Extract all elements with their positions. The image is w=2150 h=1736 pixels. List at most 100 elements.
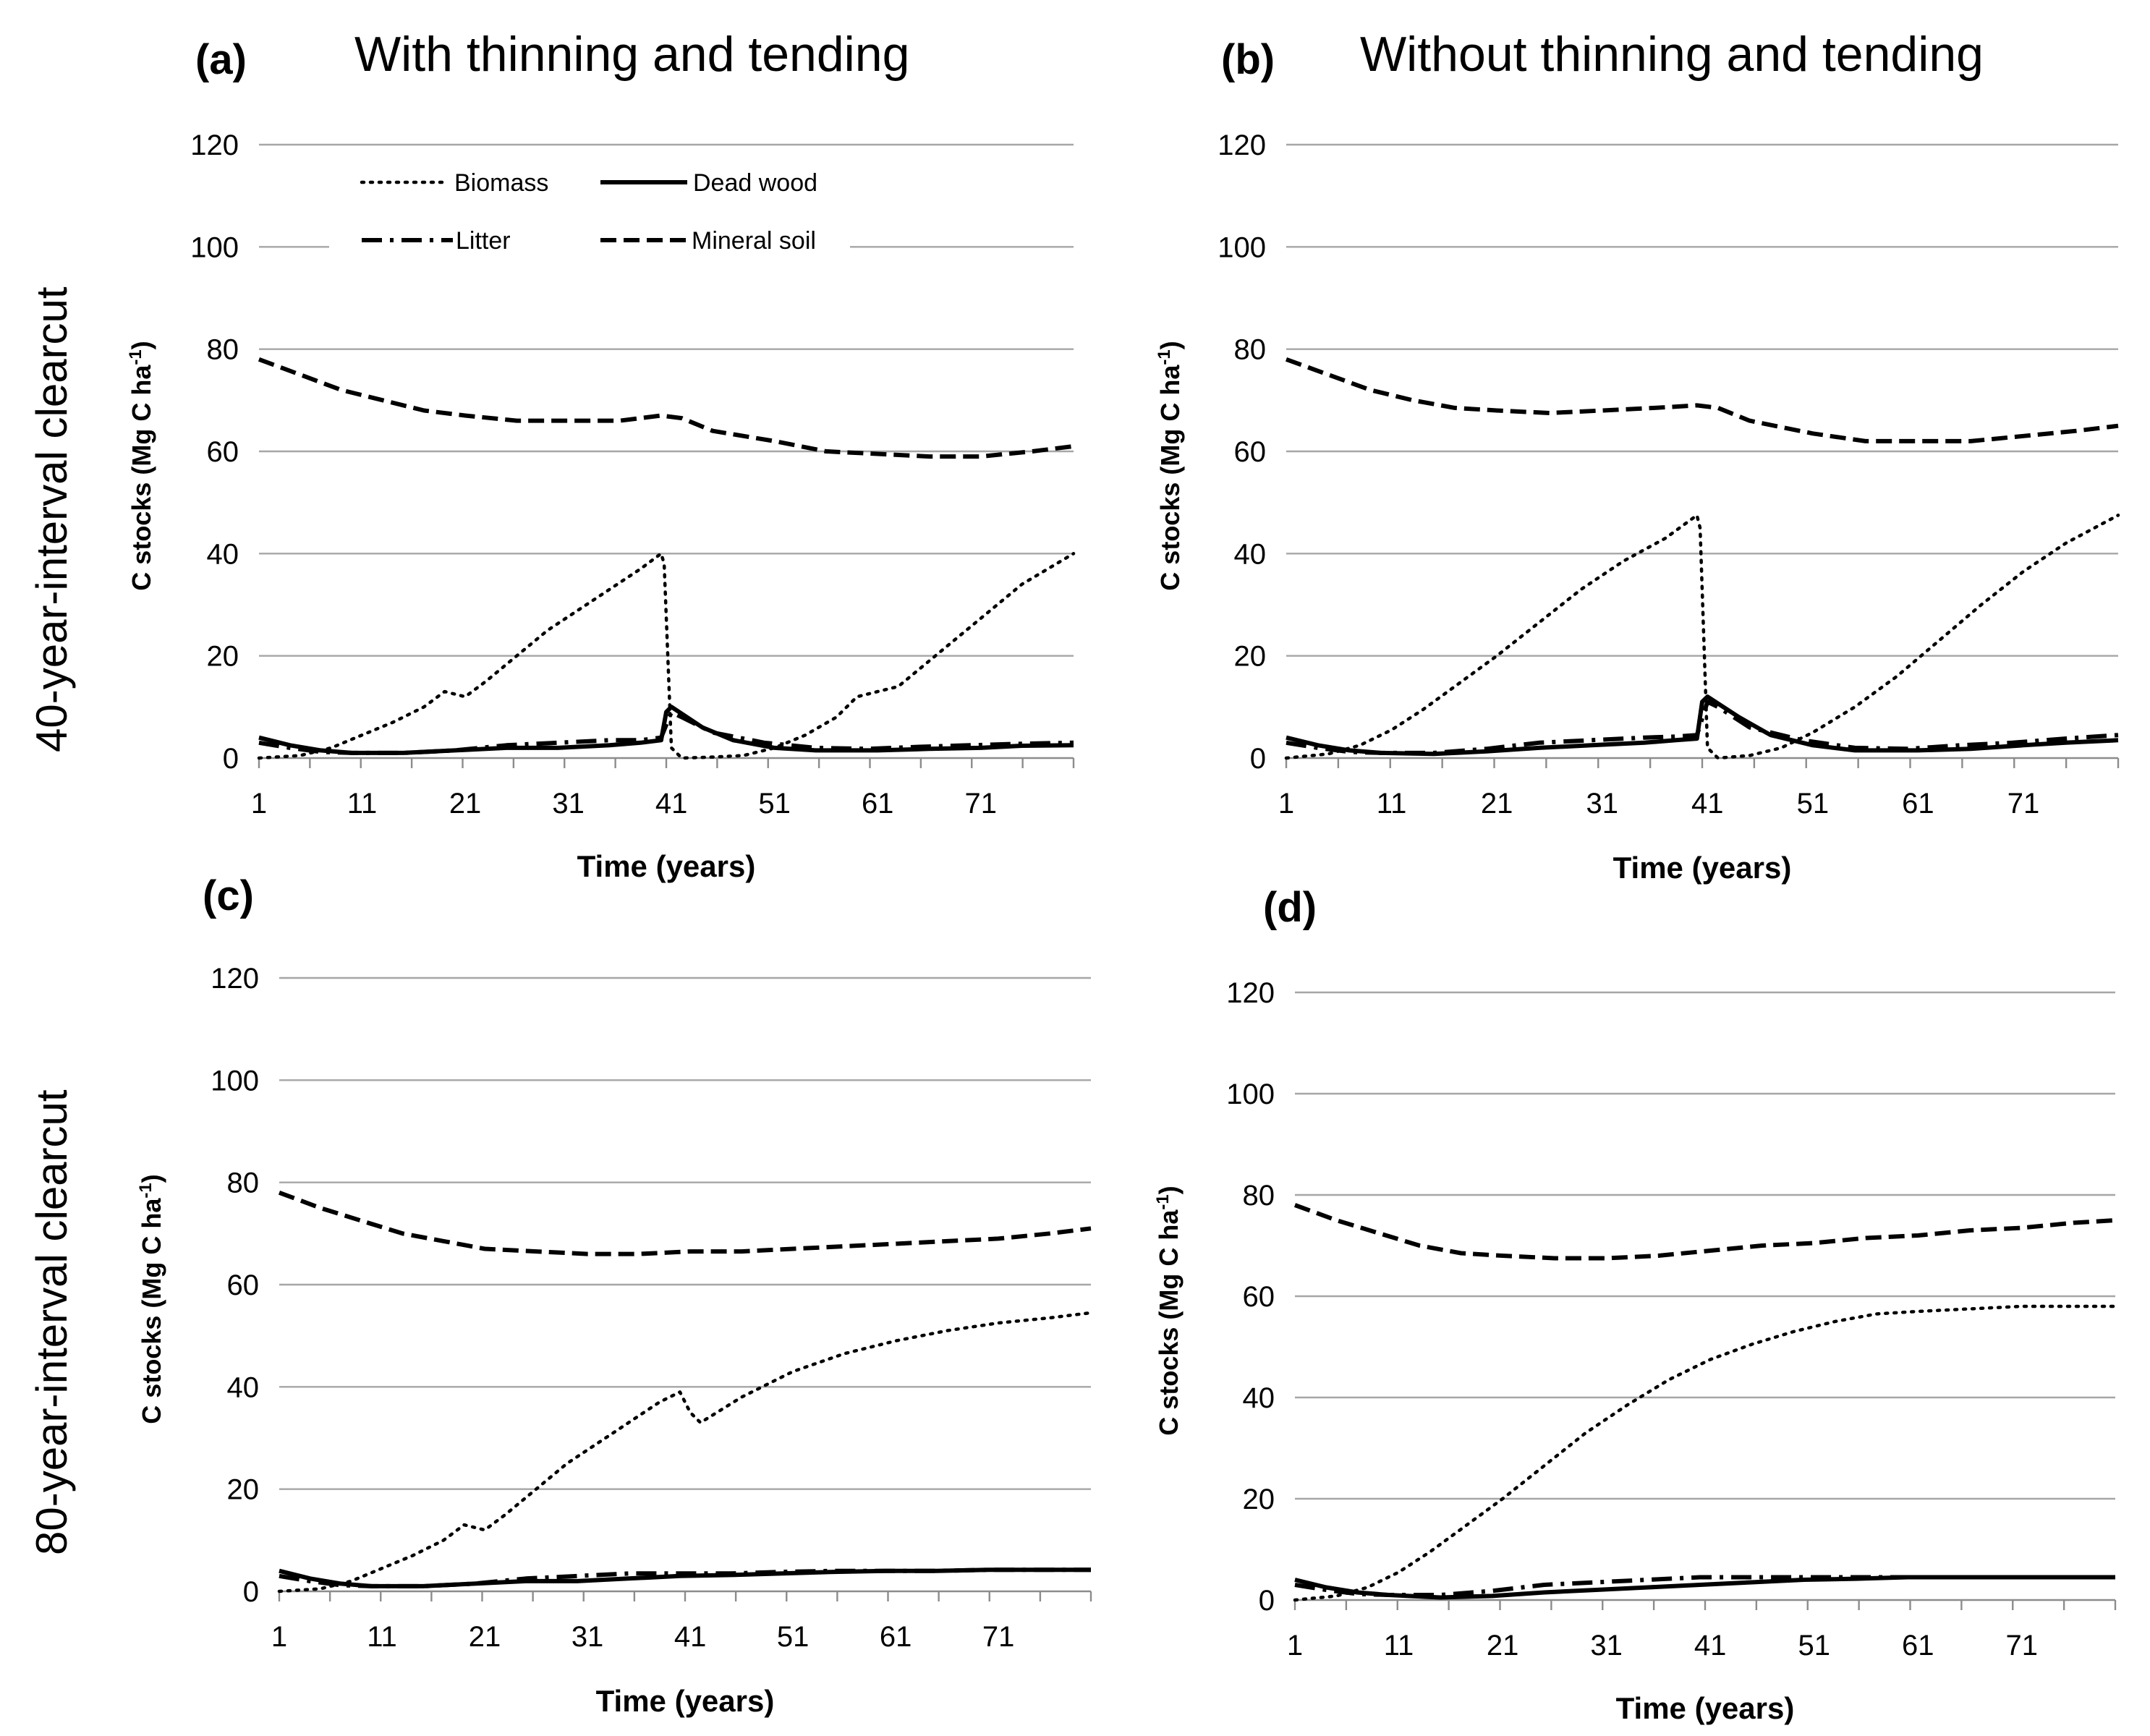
series-line-biomass xyxy=(1284,514,2120,760)
series-line-biomass xyxy=(277,1311,1093,1594)
series-line-biomass xyxy=(257,552,1076,760)
y-tick-label: 80 xyxy=(1243,1180,1275,1212)
y-tick-label: 60 xyxy=(227,1269,260,1301)
row-title-top: 40-year-interval clearcut xyxy=(27,286,76,752)
y-tick-label: 40 xyxy=(1234,538,1267,570)
series-line-litter xyxy=(258,710,1074,755)
y-tick-label: 100 xyxy=(190,231,239,263)
y-tick-label: 100 xyxy=(211,1065,259,1097)
x-tick-label: 21 xyxy=(449,788,482,820)
x-axis-title: Time (years) xyxy=(577,849,756,883)
x-tick-label: 41 xyxy=(674,1621,707,1653)
y-tick-label: 0 xyxy=(1259,1585,1275,1617)
series-line-dead-wood xyxy=(1286,694,2119,757)
series-line-litter xyxy=(279,1567,1091,1588)
y-tick-label: 100 xyxy=(1226,1078,1275,1110)
x-tick-label: 21 xyxy=(1487,1630,1519,1661)
y-tick-label: 120 xyxy=(1226,977,1275,1009)
y-tick-label: 40 xyxy=(207,538,239,570)
y-tick-label: 0 xyxy=(1250,743,1266,775)
x-tick-label: 51 xyxy=(758,788,791,820)
x-tick-label: 61 xyxy=(880,1621,912,1653)
x-tick-label: 51 xyxy=(1798,1630,1830,1661)
column-title-right: Without thinning and tending xyxy=(1360,27,1984,82)
x-tick-label: 31 xyxy=(572,1621,604,1653)
series-line-mineral-soil xyxy=(1293,1203,2116,1261)
y-axis-title: C stocks (Mg C ha-1) xyxy=(126,341,157,590)
y-axis-title: C stocks (Mg C ha-1) xyxy=(136,1174,167,1424)
x-axis-title: Time (years) xyxy=(1613,851,1792,885)
y-tick-label: 60 xyxy=(207,436,239,468)
x-axis-title: Time (years) xyxy=(1616,1691,1795,1725)
x-tick-label: 41 xyxy=(1694,1630,1727,1661)
y-tick-label: 40 xyxy=(1243,1382,1275,1414)
y-tick-label: 80 xyxy=(1234,334,1267,366)
panel-letter: (c) xyxy=(203,872,254,919)
y-tick-label: 80 xyxy=(207,334,239,366)
y-tick-label: 0 xyxy=(243,1576,259,1608)
panel-letter: (d) xyxy=(1263,884,1317,931)
y-tick-label: 120 xyxy=(1218,129,1266,161)
series-line-litter xyxy=(1294,1575,2115,1597)
legend-label-mineral-soil: Mineral soil xyxy=(692,227,816,255)
series-line-biomass xyxy=(1293,1304,2117,1602)
column-title-left: With thinning and tending xyxy=(354,27,909,82)
y-tick-label: 120 xyxy=(211,963,259,995)
x-tick-label: 51 xyxy=(777,1621,810,1653)
y-tick-label: 20 xyxy=(1243,1484,1275,1515)
panel-letter: (b) xyxy=(1221,36,1275,83)
legend-label-litter: Litter xyxy=(456,227,511,255)
x-tick-label: 31 xyxy=(1590,1630,1623,1661)
x-tick-label: 71 xyxy=(964,788,997,820)
x-tick-label: 11 xyxy=(347,788,378,820)
y-tick-label: 60 xyxy=(1234,436,1267,468)
x-tick-label: 31 xyxy=(552,788,585,820)
x-tick-label: 1 xyxy=(1278,788,1294,820)
x-tick-label: 41 xyxy=(655,788,688,820)
x-tick-label: 61 xyxy=(1902,1630,1934,1661)
x-tick-label: 21 xyxy=(1481,788,1513,820)
legend-label-dead-wood: Dead wood xyxy=(693,169,817,197)
panel-letter: (a) xyxy=(195,36,247,83)
x-tick-label: 41 xyxy=(1691,788,1724,820)
y-tick-label: 80 xyxy=(227,1167,260,1199)
series-line-mineral-soil xyxy=(258,357,1074,459)
x-tick-label: 1 xyxy=(251,788,267,820)
y-axis-title: C stocks (Mg C ha-1) xyxy=(1155,341,1186,590)
x-tick-label: 61 xyxy=(862,788,894,820)
y-tick-label: 60 xyxy=(1243,1281,1275,1313)
x-tick-label: 31 xyxy=(1586,788,1618,820)
x-tick-label: 21 xyxy=(469,1621,501,1653)
x-tick-label: 11 xyxy=(1377,788,1407,820)
legend-background xyxy=(329,153,850,262)
x-axis-title: Time (years) xyxy=(596,1684,775,1718)
x-tick-label: 71 xyxy=(982,1621,1015,1653)
x-tick-label: 71 xyxy=(2006,1630,2039,1661)
x-tick-label: 11 xyxy=(1384,1630,1414,1661)
legend: Biomass Dead wood Litter Mineral soil xyxy=(329,153,850,262)
y-tick-label: 40 xyxy=(227,1371,260,1403)
y-axis-title: C stocks (Mg C ha-1) xyxy=(1153,1186,1184,1435)
y-tick-label: 100 xyxy=(1218,231,1266,263)
series-line-litter xyxy=(1286,699,2119,755)
x-tick-label: 71 xyxy=(2007,788,2040,820)
series-line-mineral-soil xyxy=(278,1190,1092,1256)
x-tick-label: 51 xyxy=(1797,788,1830,820)
series-line-mineral-soil xyxy=(1285,357,2119,443)
x-tick-label: 1 xyxy=(1287,1630,1303,1661)
y-tick-label: 20 xyxy=(1234,641,1267,673)
legend-label-biomass: Biomass xyxy=(454,169,548,197)
x-tick-label: 1 xyxy=(271,1621,287,1653)
y-tick-label: 0 xyxy=(223,743,239,775)
x-tick-label: 61 xyxy=(1902,788,1934,820)
x-tick-label: 11 xyxy=(367,1621,397,1653)
row-title-bottom: 80-year-interval clearcut xyxy=(27,1089,76,1555)
y-tick-label: 20 xyxy=(227,1474,260,1506)
y-tick-label: 20 xyxy=(207,641,239,673)
y-tick-label: 120 xyxy=(190,129,239,161)
